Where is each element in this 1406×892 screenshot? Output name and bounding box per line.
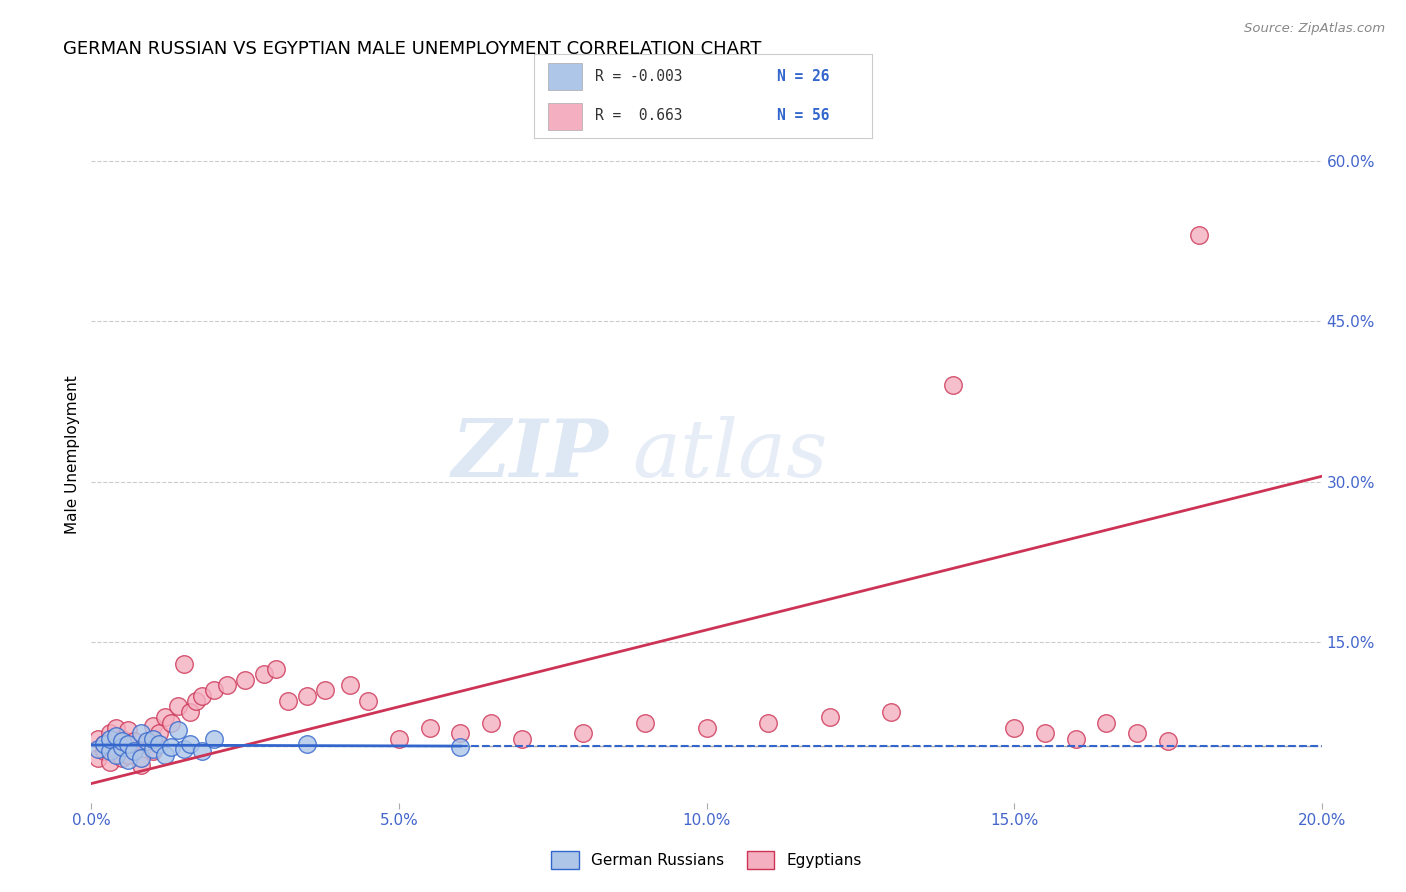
- Point: [184, 694, 207, 708]
- Point: [142, 719, 165, 733]
- Point: [105, 747, 127, 762]
- Text: atlas: atlas: [633, 417, 828, 493]
- Point: [86, 742, 108, 756]
- Point: [148, 726, 170, 740]
- Point: [253, 667, 276, 681]
- Point: [111, 731, 134, 746]
- Point: [129, 751, 152, 765]
- Point: [449, 740, 471, 755]
- Point: [111, 751, 134, 765]
- Point: [93, 737, 115, 751]
- Point: [357, 694, 380, 708]
- Point: [1002, 721, 1025, 735]
- Point: [124, 742, 146, 756]
- Point: [111, 733, 134, 747]
- Point: [419, 721, 441, 735]
- Point: [173, 657, 195, 671]
- Point: [142, 744, 165, 758]
- Point: [191, 689, 214, 703]
- Point: [142, 731, 165, 746]
- Point: [142, 742, 165, 756]
- Point: [1064, 731, 1087, 746]
- Point: [117, 737, 139, 751]
- Point: [98, 755, 121, 769]
- Point: [135, 733, 157, 747]
- Point: [105, 721, 127, 735]
- Point: [98, 726, 121, 740]
- Point: [1126, 726, 1149, 740]
- Point: [153, 747, 177, 762]
- Point: [696, 721, 718, 735]
- Point: [179, 737, 201, 751]
- Point: [86, 731, 108, 746]
- Point: [339, 678, 361, 692]
- Point: [1033, 726, 1056, 740]
- Point: [191, 744, 214, 758]
- Point: [756, 715, 779, 730]
- Bar: [548, 62, 582, 90]
- Point: [1157, 733, 1180, 747]
- Point: [634, 715, 657, 730]
- Point: [105, 742, 127, 756]
- Point: [572, 726, 595, 740]
- Point: [818, 710, 841, 724]
- Point: [105, 730, 127, 744]
- Point: [111, 740, 134, 755]
- Point: [160, 740, 183, 755]
- Text: Source: ZipAtlas.com: Source: ZipAtlas.com: [1244, 22, 1385, 36]
- Text: N = 56: N = 56: [778, 108, 830, 123]
- Point: [117, 753, 139, 767]
- Point: [160, 715, 183, 730]
- Text: R = -0.003: R = -0.003: [595, 69, 682, 84]
- Point: [215, 678, 238, 692]
- Point: [295, 689, 318, 703]
- Point: [264, 662, 287, 676]
- Point: [202, 683, 225, 698]
- Point: [153, 710, 177, 724]
- Point: [135, 737, 157, 751]
- Point: [1095, 715, 1118, 730]
- Point: [179, 705, 201, 719]
- Point: [148, 737, 170, 751]
- Point: [1187, 228, 1209, 243]
- Point: [93, 744, 115, 758]
- Point: [388, 731, 411, 746]
- Point: [277, 694, 299, 708]
- Point: [173, 742, 195, 756]
- Point: [479, 715, 502, 730]
- Point: [942, 378, 965, 392]
- Point: [129, 758, 152, 772]
- Point: [117, 723, 139, 737]
- Text: GERMAN RUSSIAN VS EGYPTIAN MALE UNEMPLOYMENT CORRELATION CHART: GERMAN RUSSIAN VS EGYPTIAN MALE UNEMPLOY…: [63, 40, 762, 58]
- Point: [86, 751, 108, 765]
- Point: [202, 731, 225, 746]
- Point: [880, 705, 903, 719]
- Text: ZIP: ZIP: [451, 417, 607, 493]
- Point: [166, 699, 188, 714]
- Point: [166, 723, 188, 737]
- Point: [124, 744, 146, 758]
- Point: [510, 731, 533, 746]
- Legend: German Russians, Egyptians: German Russians, Egyptians: [546, 846, 868, 875]
- Point: [111, 740, 134, 755]
- Point: [129, 726, 152, 740]
- Point: [98, 731, 121, 746]
- Point: [117, 747, 139, 762]
- Point: [98, 744, 121, 758]
- Text: R =  0.663: R = 0.663: [595, 108, 682, 123]
- Point: [449, 726, 471, 740]
- Point: [93, 737, 115, 751]
- Point: [295, 737, 318, 751]
- Point: [233, 673, 256, 687]
- Y-axis label: Male Unemployment: Male Unemployment: [65, 376, 80, 534]
- Point: [314, 683, 336, 698]
- Point: [124, 733, 146, 747]
- Text: N = 26: N = 26: [778, 69, 830, 84]
- Bar: [548, 103, 582, 130]
